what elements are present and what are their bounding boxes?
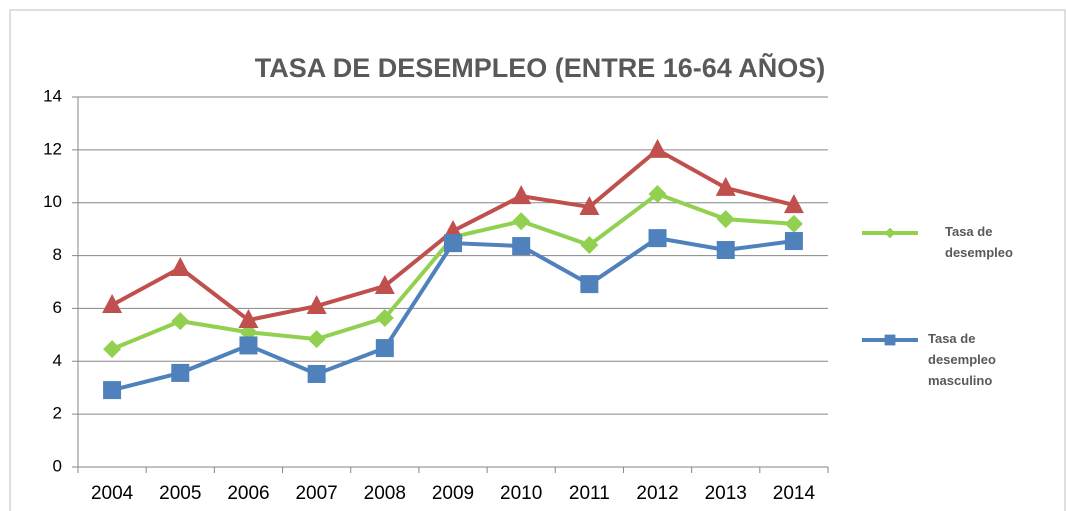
data-point <box>716 241 735 260</box>
data-point <box>170 256 191 276</box>
data-point <box>238 309 259 329</box>
data-point <box>102 293 123 313</box>
x-tick-label: 2006 <box>227 483 269 504</box>
data-point <box>374 274 395 294</box>
data-point <box>784 232 803 251</box>
data-point <box>511 185 532 205</box>
data-point <box>580 275 599 294</box>
series-line <box>111 236 795 393</box>
data-point <box>306 295 327 315</box>
data-point <box>648 184 667 203</box>
legend-label: Tasa de desempleo <box>945 224 1013 260</box>
y-tick-label: 14 <box>43 86 62 105</box>
data-point <box>103 381 122 400</box>
legend-marker <box>884 334 896 346</box>
x-tick-label: 2005 <box>159 483 201 504</box>
y-tick-label: 6 <box>53 298 62 317</box>
chart-border <box>9 9 1066 511</box>
data-point <box>444 234 462 253</box>
y-tick-label: 8 <box>53 245 62 264</box>
y-tick-label: 2 <box>53 404 62 423</box>
legend-label: Tasa de desempleo masculino <box>928 331 996 388</box>
legend-marker <box>884 227 896 239</box>
data-point <box>784 214 803 233</box>
data-point <box>783 194 804 214</box>
y-tick-label: 10 <box>43 192 62 211</box>
x-tick-label: 2004 <box>91 483 134 504</box>
y-tick-label: 0 <box>53 456 62 475</box>
data-point <box>171 312 190 331</box>
data-point <box>512 237 531 256</box>
series-line <box>111 191 795 351</box>
x-tick-label: 2008 <box>364 483 406 504</box>
data-point <box>375 339 394 358</box>
data-point <box>580 236 599 254</box>
data-point <box>716 210 735 229</box>
x-tick-label: 2013 <box>705 483 747 504</box>
data-point <box>579 195 600 215</box>
chart-title: TASA DE DESEMPLEO (ENTRE 16-64 AÑOS) <box>255 52 826 83</box>
data-point <box>648 229 667 248</box>
data-point <box>103 340 122 359</box>
data-point <box>307 330 326 349</box>
x-tick-label: 2009 <box>432 483 474 504</box>
y-tick-label: 4 <box>53 351 62 370</box>
data-point <box>239 336 258 355</box>
data-point <box>307 364 326 383</box>
data-point <box>512 212 531 231</box>
y-tick-label: 12 <box>43 139 62 158</box>
data-point <box>375 308 394 327</box>
data-point <box>171 363 190 382</box>
x-tick-label: 2007 <box>295 483 337 504</box>
x-tick-label: 2010 <box>500 483 542 504</box>
x-tick-label: 2012 <box>636 483 678 504</box>
x-tick-label: 2011 <box>569 483 610 504</box>
x-tick-label: 2014 <box>773 483 816 504</box>
data-point <box>715 176 736 196</box>
data-point <box>647 138 668 158</box>
